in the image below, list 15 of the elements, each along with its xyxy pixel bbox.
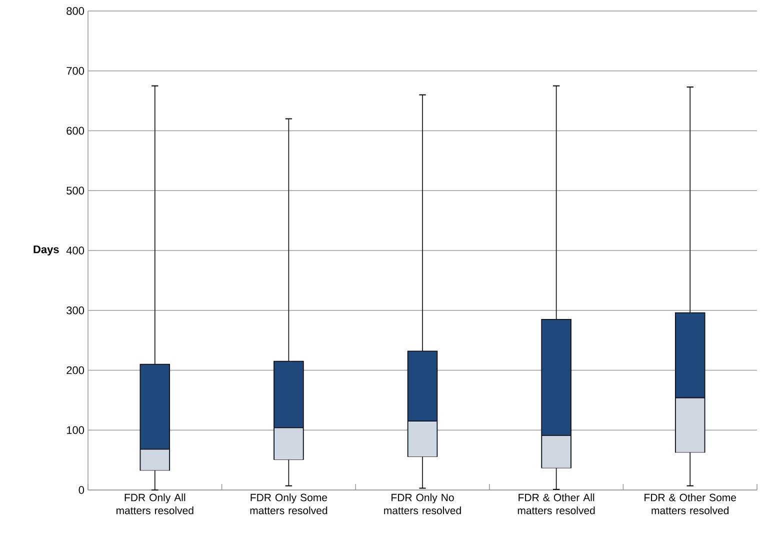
y-tick-label: 500 — [66, 186, 84, 195]
x-tick-label: FDR Only Some matters resolved — [250, 494, 328, 514]
y-tick-label: 600 — [66, 126, 84, 135]
y-tick-label: 100 — [66, 426, 84, 434]
x-tick-label: FDR Only All matters resolved — [116, 494, 194, 514]
y-axis-title: Days — [34, 246, 59, 256]
y-tick-label: 0 — [78, 486, 84, 494]
y-tick-label: 200 — [66, 366, 84, 374]
y-tick-label: 400 — [66, 246, 84, 254]
y-tick-label: 700 — [66, 66, 84, 75]
x-tick-label: FDR & Other All matters resolved — [518, 494, 595, 514]
y-tick-label: 300 — [66, 306, 84, 314]
x-tick-label: FDR & Other Some matters resolved — [644, 494, 736, 514]
x-tick-label: FDR Only No matters resolved — [384, 494, 461, 514]
y-tick-label: 800 — [66, 7, 84, 15]
